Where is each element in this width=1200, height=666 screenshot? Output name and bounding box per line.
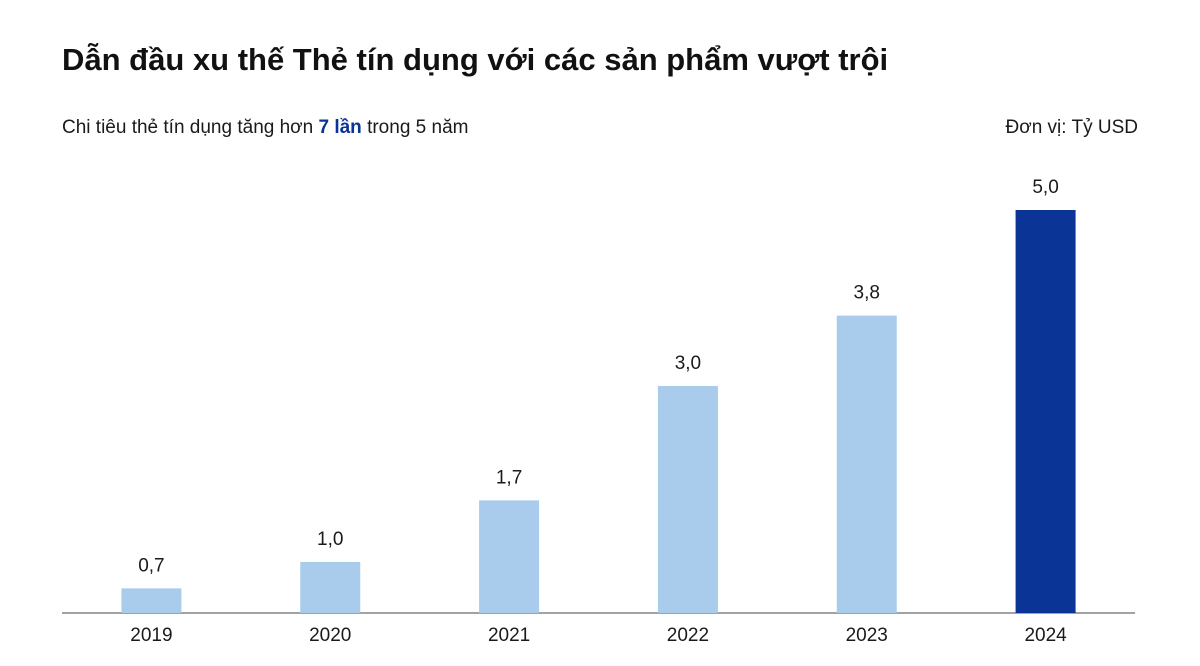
x-tick-label: 2021 — [488, 625, 530, 646]
value-label: 5,0 — [1032, 177, 1058, 198]
value-label: 1,0 — [317, 529, 343, 550]
subtitle-highlight: 7 lần — [318, 117, 361, 138]
value-label: 1,7 — [496, 467, 522, 488]
unit-note: Đơn vị: Tỷ USD — [1006, 117, 1138, 138]
bar — [657, 385, 718, 613]
x-tick-label: 2019 — [130, 625, 172, 646]
x-tick-label: 2023 — [846, 625, 888, 646]
bar — [836, 315, 897, 613]
x-tick-label: 2020 — [309, 625, 351, 646]
value-label: 3,8 — [854, 283, 880, 304]
value-label: 3,0 — [675, 353, 701, 374]
x-tick-label: 2024 — [1024, 625, 1067, 646]
bar — [300, 561, 361, 613]
value-label: 0,7 — [138, 555, 164, 576]
subtitle-part: Chi tiêu thẻ tín dụng tăng hơn — [62, 117, 313, 138]
subtitle-part: trong 5 năm — [367, 117, 468, 138]
bar — [479, 500, 540, 613]
bar — [121, 588, 182, 613]
x-tick-label: 2022 — [667, 625, 709, 646]
chart-subtitle: Chi tiêu thẻ tín dụng tăng hơn 7 lần tro… — [62, 117, 468, 138]
chart-title: Dẫn đầu xu thế Thẻ tín dụng với các sản … — [62, 42, 888, 77]
bar — [1015, 210, 1076, 613]
